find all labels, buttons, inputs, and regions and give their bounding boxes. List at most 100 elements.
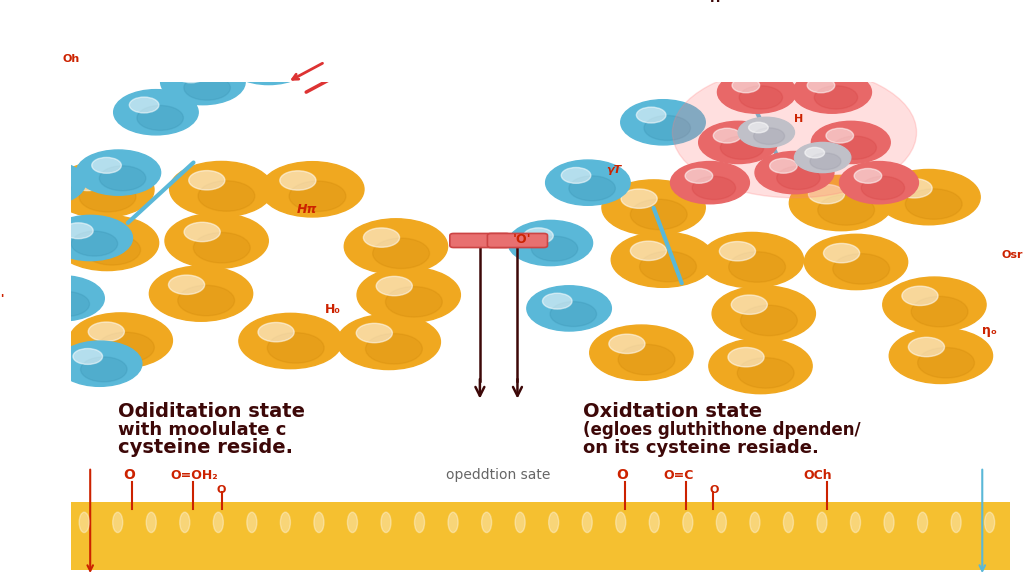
- Circle shape: [531, 236, 578, 261]
- Circle shape: [69, 313, 172, 368]
- Circle shape: [631, 199, 687, 230]
- Text: O: O: [616, 469, 628, 483]
- Circle shape: [810, 153, 841, 170]
- Ellipse shape: [142, 508, 169, 564]
- Circle shape: [79, 181, 136, 212]
- Text: (egloes gluthithone dpenden/: (egloes gluthithone dpenden/: [584, 421, 861, 439]
- Ellipse shape: [578, 508, 604, 564]
- Circle shape: [356, 324, 392, 343]
- Circle shape: [692, 176, 735, 199]
- Circle shape: [165, 213, 268, 269]
- Text: O: O: [123, 469, 135, 483]
- Circle shape: [198, 181, 255, 211]
- Circle shape: [179, 36, 215, 56]
- Circle shape: [226, 39, 311, 85]
- Circle shape: [137, 105, 183, 130]
- Text: O: O: [217, 485, 226, 495]
- Circle shape: [720, 136, 764, 159]
- Text: cysteine reside.: cysteine reside.: [119, 438, 293, 457]
- Circle shape: [176, 67, 206, 82]
- Text: Osr: Osr: [1001, 250, 1023, 260]
- Circle shape: [0, 225, 67, 271]
- Circle shape: [97, 332, 155, 363]
- Circle shape: [755, 36, 834, 78]
- Circle shape: [793, 71, 871, 113]
- Circle shape: [631, 241, 667, 260]
- Ellipse shape: [880, 508, 906, 564]
- Text: H₀: H₀: [325, 304, 341, 316]
- Circle shape: [178, 285, 234, 316]
- Circle shape: [304, 10, 328, 22]
- Ellipse shape: [511, 508, 538, 564]
- Ellipse shape: [813, 508, 840, 564]
- Circle shape: [698, 121, 777, 164]
- Ellipse shape: [918, 512, 928, 532]
- Circle shape: [242, 47, 271, 63]
- Ellipse shape: [515, 512, 525, 532]
- Text: γT: γT: [606, 164, 622, 174]
- Circle shape: [129, 97, 159, 113]
- Circle shape: [99, 166, 145, 191]
- Circle shape: [114, 90, 199, 135]
- Ellipse shape: [947, 508, 974, 564]
- Circle shape: [737, 357, 794, 388]
- Ellipse shape: [243, 508, 269, 564]
- Circle shape: [546, 160, 630, 205]
- Circle shape: [814, 86, 858, 109]
- Text: Oh: Oh: [62, 54, 79, 64]
- Ellipse shape: [481, 512, 492, 532]
- Circle shape: [644, 115, 690, 140]
- Circle shape: [739, 86, 782, 109]
- Circle shape: [786, 6, 816, 22]
- Circle shape: [561, 167, 591, 183]
- Ellipse shape: [980, 508, 1007, 564]
- Ellipse shape: [113, 512, 123, 532]
- Ellipse shape: [817, 512, 827, 532]
- Circle shape: [258, 322, 294, 342]
- Ellipse shape: [343, 508, 370, 564]
- Circle shape: [43, 291, 89, 316]
- Text: opeddtion sate: opeddtion sate: [446, 469, 551, 483]
- Circle shape: [550, 302, 597, 326]
- Circle shape: [908, 338, 944, 357]
- Circle shape: [385, 287, 442, 317]
- Ellipse shape: [611, 508, 638, 564]
- Circle shape: [523, 228, 553, 244]
- Circle shape: [826, 128, 854, 143]
- Ellipse shape: [411, 508, 437, 564]
- Circle shape: [75, 225, 111, 244]
- Text: 'O': 'O': [513, 233, 531, 246]
- Ellipse shape: [247, 512, 257, 532]
- Ellipse shape: [717, 512, 726, 532]
- Circle shape: [373, 238, 429, 269]
- FancyBboxPatch shape: [450, 233, 510, 247]
- Ellipse shape: [314, 512, 324, 532]
- Ellipse shape: [175, 508, 202, 564]
- Circle shape: [84, 235, 140, 265]
- Circle shape: [236, 0, 301, 14]
- Circle shape: [16, 167, 46, 183]
- Ellipse shape: [985, 512, 994, 532]
- Circle shape: [254, 0, 290, 11]
- Circle shape: [714, 128, 741, 143]
- Circle shape: [719, 25, 766, 50]
- Circle shape: [261, 161, 364, 217]
- Ellipse shape: [146, 512, 157, 532]
- Circle shape: [590, 325, 693, 380]
- Circle shape: [602, 180, 706, 235]
- Circle shape: [834, 136, 877, 159]
- Circle shape: [712, 286, 815, 341]
- Circle shape: [740, 305, 798, 336]
- Ellipse shape: [783, 512, 794, 532]
- Circle shape: [357, 267, 461, 322]
- Circle shape: [25, 176, 71, 201]
- Circle shape: [840, 161, 919, 204]
- Ellipse shape: [276, 508, 303, 564]
- Ellipse shape: [951, 512, 962, 532]
- Ellipse shape: [583, 512, 592, 532]
- Text: O=OH₂: O=OH₂: [170, 469, 218, 483]
- Circle shape: [184, 75, 230, 100]
- Circle shape: [808, 184, 845, 204]
- Circle shape: [337, 314, 440, 370]
- Text: with moolulate c: with moolulate c: [119, 421, 287, 439]
